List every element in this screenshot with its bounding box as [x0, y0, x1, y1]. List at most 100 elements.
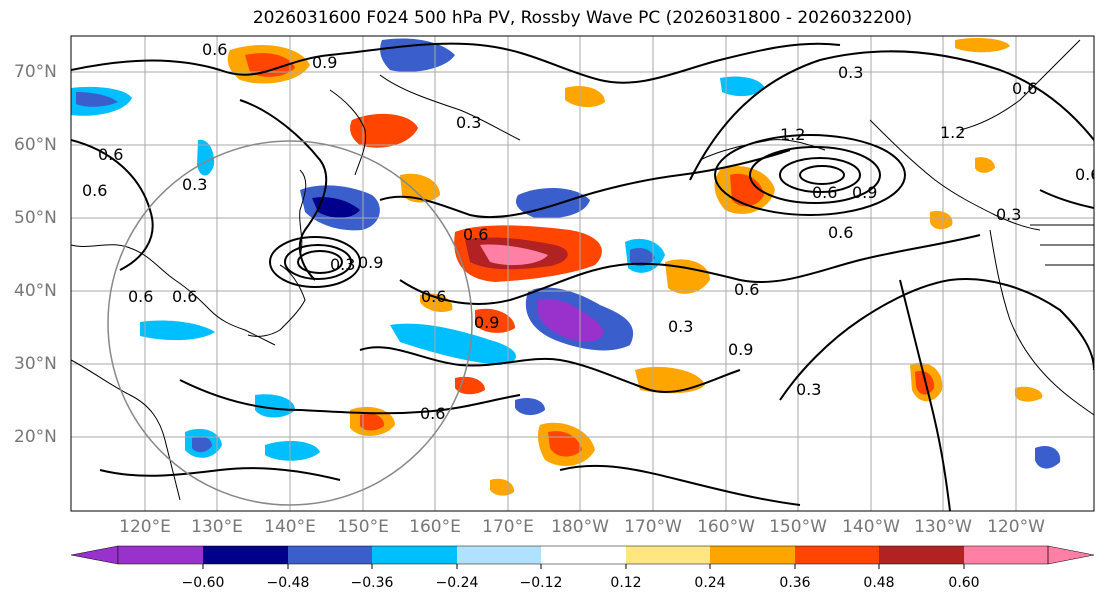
- contour-label: 0.6: [128, 287, 153, 306]
- contour-label: 0.6: [1075, 165, 1100, 184]
- contour-label: 0.3: [838, 63, 863, 82]
- contour-label-layer: 0.6 0.9 0.3 0.6 0.6 0.3 0.6 0.9 1.2 0.6 …: [82, 40, 1100, 423]
- colorbar-tick-label: 0.12: [610, 575, 642, 591]
- contour-label: 0.9: [474, 313, 499, 332]
- colorbar-segment: [203, 546, 288, 564]
- contour-label: 0.6: [828, 223, 853, 242]
- anomaly-positive: [915, 370, 935, 395]
- anomaly-negative: [255, 394, 295, 418]
- anomaly-negative: [515, 398, 545, 416]
- anomaly-positive: [565, 85, 605, 108]
- anomaly-positive: [975, 157, 995, 173]
- anomaly-positive: [475, 308, 515, 333]
- anomaly-positive: [1015, 386, 1043, 402]
- contour-label: 0.9: [358, 253, 383, 272]
- colorbar-segment: [118, 546, 203, 564]
- colorbar-segment: [795, 546, 879, 564]
- anomaly-positive: [360, 413, 385, 431]
- lon-label: 130°W: [914, 517, 972, 537]
- colorbar-segment: [288, 546, 372, 564]
- contour-label: 0.3: [330, 255, 355, 274]
- anomaly-negative: [140, 320, 215, 341]
- contour-label: 0.6: [172, 287, 197, 306]
- colorbar-segment: [626, 546, 710, 564]
- anomaly-positive: [930, 210, 953, 230]
- anomaly-negative: [630, 247, 655, 267]
- colorbar-tick-label: 0.36: [779, 575, 811, 591]
- contour-label: 0.9: [728, 340, 753, 359]
- lon-label: 140°W: [842, 517, 900, 537]
- lat-label: 30°N: [14, 354, 57, 374]
- anomaly-negative: [312, 197, 360, 218]
- contour-label: 0.3: [796, 380, 821, 399]
- colorbar-tick-label: −0.24: [435, 575, 479, 591]
- contour-label: 1.2: [940, 123, 965, 142]
- anomaly-negative: [76, 92, 118, 107]
- colorbar-tick-label: −0.12: [519, 575, 563, 591]
- anomaly-positive: [665, 259, 710, 294]
- colorbar-max-extension: [1047, 545, 1095, 565]
- lon-label: 170°E: [482, 517, 534, 537]
- lat-label: 70°N: [14, 62, 57, 82]
- colorbar-tick-label: 0.60: [948, 575, 980, 591]
- anomaly-negative: [197, 139, 215, 176]
- lon-label: 150°E: [337, 517, 389, 537]
- colorbar-segment: [372, 546, 457, 564]
- anomaly-positive: [420, 293, 453, 313]
- anomaly-negative: [720, 76, 765, 97]
- lon-label: 140°E: [264, 517, 316, 537]
- map-title: 2026031600 F024 500 hPa PV, Rossby Wave …: [252, 8, 913, 28]
- lon-label: 160°W: [697, 517, 755, 537]
- anomaly-positive: [245, 53, 295, 77]
- lon-label: 120°W: [987, 517, 1045, 537]
- contour-label: 0.6: [812, 183, 837, 202]
- contour-label: 0.3: [668, 317, 693, 336]
- colorbar-tick-label: −0.48: [266, 575, 310, 591]
- contour-label: 0.9: [852, 183, 877, 202]
- contour-label: 0.6: [82, 181, 107, 200]
- contour-label: 0.3: [182, 175, 207, 194]
- contour-label: 0.3: [456, 113, 481, 132]
- anomaly-positive: [480, 244, 548, 266]
- colorbar-segment: [879, 546, 964, 564]
- anomaly-negative: [192, 436, 212, 453]
- anomaly-negative: [265, 440, 320, 461]
- contour-label: 1.2: [780, 125, 805, 144]
- contour-label: 0.6: [734, 280, 759, 299]
- contour-label: 0.6: [1012, 79, 1037, 98]
- anomaly-negative: [1035, 445, 1061, 469]
- anomaly-positive: [730, 173, 764, 207]
- lon-label: 180°W: [551, 517, 609, 537]
- reference-circle: [107, 140, 473, 506]
- anomaly-negative: [538, 298, 604, 342]
- lon-label: 170°W: [624, 517, 682, 537]
- lon-label: 120°E: [119, 517, 171, 537]
- lon-label: 150°W: [769, 517, 827, 537]
- colorbar-tick-label: 0.24: [694, 575, 726, 591]
- colorbar-segment: [710, 546, 795, 564]
- colorbar-segment: [457, 546, 541, 564]
- contour-label: 0.6: [463, 225, 488, 244]
- map-frame: [70, 35, 1095, 512]
- colorbar-min-extension: [70, 545, 119, 565]
- lat-label: 20°N: [14, 427, 57, 447]
- contour-label: 0.6: [421, 287, 446, 306]
- contour-label: 0.9: [312, 53, 337, 72]
- lon-label: 130°E: [191, 517, 243, 537]
- anomaly-positive: [955, 38, 1010, 53]
- contour-label: 0.6: [420, 404, 445, 423]
- contour-label: 0.3: [996, 205, 1021, 224]
- colorbar-tick-label: 0.48: [863, 575, 895, 591]
- anomaly-negative: [390, 323, 517, 365]
- anomaly-positive: [350, 113, 418, 148]
- colorbar: [70, 545, 1095, 569]
- colorbar-segment: [964, 546, 1048, 564]
- colorbar-segment: [541, 546, 626, 564]
- lat-label: 40°N: [14, 281, 57, 301]
- anomaly-positive: [400, 173, 440, 203]
- lat-label: 50°N: [14, 208, 57, 228]
- contour-label: 0.6: [98, 145, 123, 164]
- colorbar-tick-label: −0.36: [350, 575, 394, 591]
- lon-label: 160°E: [409, 517, 461, 537]
